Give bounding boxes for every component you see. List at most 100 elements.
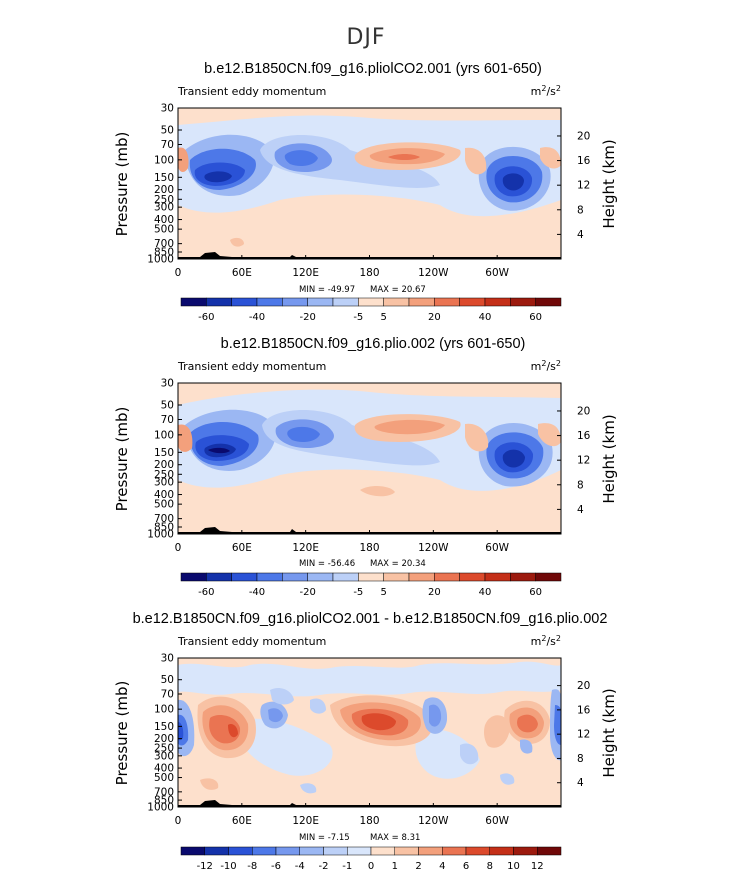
y2-tick-label: 20: [577, 130, 590, 142]
y2-tick-label: 4: [577, 229, 584, 241]
colorbar-box: [180, 846, 205, 856]
colorbar-label: 10: [507, 861, 520, 872]
colorbar-label: 6: [463, 861, 469, 872]
panel-2-min-label: MIN = -56.46: [299, 559, 355, 569]
y-tick-label: 250: [154, 743, 174, 755]
colorbar-box: [434, 297, 460, 307]
y-tick-label: 1000: [147, 802, 174, 814]
colorbar-box: [537, 846, 562, 856]
colorbar-box: [206, 297, 232, 307]
colorbar-box: [510, 297, 536, 307]
y2-tick-label: 8: [577, 753, 584, 765]
panel-2-units: m2/s2: [531, 359, 561, 374]
y-tick-label: 200: [154, 184, 174, 196]
panel-1-y2-ticks: 20 16 12 8 4: [557, 130, 591, 241]
panel-1-contours: [178, 115, 561, 259]
panel-3-max-label: MAX = 8.31: [370, 833, 420, 843]
panel-2-units-exp: 2: [541, 359, 546, 368]
panel-2-ylabel: Pressure (mb): [113, 407, 131, 512]
colorbar-box: [484, 297, 511, 307]
colorbar-box: [383, 572, 410, 582]
y2-tick-label: 12: [577, 180, 590, 192]
colorbar-label: 20: [428, 587, 441, 598]
colorbar-box: [180, 297, 207, 307]
colorbar-label: -1: [342, 861, 352, 872]
panel-3-y2-ticks: 20 16 12 8 4: [557, 680, 591, 789]
x-tick-label: 60E: [232, 815, 252, 827]
colorbar-label: -40: [249, 587, 265, 598]
panel-3-title: b.e12.B1850CN.f09_g16.pliolCO2.001 - b.e…: [133, 611, 608, 627]
colorbar-box: [332, 572, 359, 582]
colorbar-box: [408, 297, 435, 307]
colorbar-box: [307, 572, 334, 582]
panel-3-x-ticks: 0 60E 120E 180 120W 60W: [175, 803, 510, 827]
y2-tick-label: 16: [577, 704, 591, 716]
colorbar-box: [358, 297, 384, 307]
x-tick-label: 120W: [418, 267, 449, 279]
panel-2-contours: [178, 389, 561, 534]
colorbar-box: [408, 572, 435, 582]
colorbar-label: 60: [529, 312, 542, 323]
panel-3-ylabel: Pressure (mb): [113, 681, 131, 786]
colorbar-label: -20: [299, 587, 315, 598]
y-tick-label: 400: [154, 763, 174, 775]
colorbar-box: [535, 572, 562, 582]
colorbar-label: -8: [247, 861, 257, 872]
y-tick-label: 250: [154, 469, 174, 481]
y2-tick-label: 20: [577, 680, 590, 692]
colorbar-label: 40: [479, 312, 492, 323]
colorbar-box: [282, 297, 308, 307]
y2-tick-label: 4: [577, 777, 584, 789]
panel-2-ylabel-right: Height (km): [600, 414, 618, 503]
y-tick-label: 100: [154, 154, 174, 166]
panel-1-units-exp2: 2: [556, 84, 561, 93]
colorbar-label: -5: [353, 587, 363, 598]
y-tick-label: 1000: [147, 254, 174, 266]
panel-3-colorbar: -12 -10 -8 -6 -4 -2 -1 0 1 2 4 6 8 10 12: [180, 846, 562, 872]
panel-2-max-label: MAX = 20.34: [370, 559, 426, 569]
colorbar-box: [484, 572, 511, 582]
colorbar-label: 40: [479, 587, 492, 598]
colorbar-label: 20: [428, 312, 441, 323]
colorbar-box: [206, 572, 232, 582]
colorbar-label: -12: [197, 861, 213, 872]
y-tick-label: 400: [154, 214, 174, 226]
x-tick-label: 120E: [292, 542, 319, 554]
panel-3-units-exp2: 2: [556, 634, 561, 643]
panel-1-units-base: m: [531, 85, 542, 98]
colorbar-box: [513, 846, 538, 856]
y-tick-label: 50: [161, 124, 174, 136]
y2-tick-label: 16: [577, 155, 591, 167]
panel-2-units-base: m: [531, 360, 542, 373]
colorbar-box: [228, 846, 253, 856]
colorbar-label: 2: [415, 861, 421, 872]
x-tick-label: 60W: [485, 267, 509, 279]
x-tick-label: 0: [175, 267, 182, 279]
colorbar-box: [489, 846, 514, 856]
colorbar-box: [347, 846, 372, 856]
x-tick-label: 120E: [292, 815, 319, 827]
colorbar-label: -40: [249, 312, 265, 323]
panel-3-units-mid: /s: [546, 635, 556, 648]
colorbar-box: [418, 846, 443, 856]
colorbar-box: [307, 297, 334, 307]
colorbar-label: 60: [529, 587, 542, 598]
y-tick-label: 400: [154, 489, 174, 501]
colorbar-box: [180, 572, 207, 582]
x-tick-label: 60E: [232, 542, 252, 554]
panel-2-x-ticks: 0 60E 120E 180 120W 60W: [175, 530, 510, 554]
y-tick-label: 300: [154, 202, 174, 214]
x-tick-label: 60W: [485, 815, 509, 827]
y-tick-label: 200: [154, 459, 174, 471]
y-tick-label: 30: [161, 103, 174, 115]
y-tick-label: 500: [154, 224, 174, 236]
colorbar-label: -5: [353, 312, 363, 323]
panel-2-subtitle: Transient eddy momentum: [177, 360, 326, 373]
colorbar-label: 12: [531, 861, 544, 872]
colorbar-box: [299, 846, 324, 856]
x-tick-label: 120E: [292, 267, 319, 279]
x-tick-label: 180: [359, 542, 379, 554]
